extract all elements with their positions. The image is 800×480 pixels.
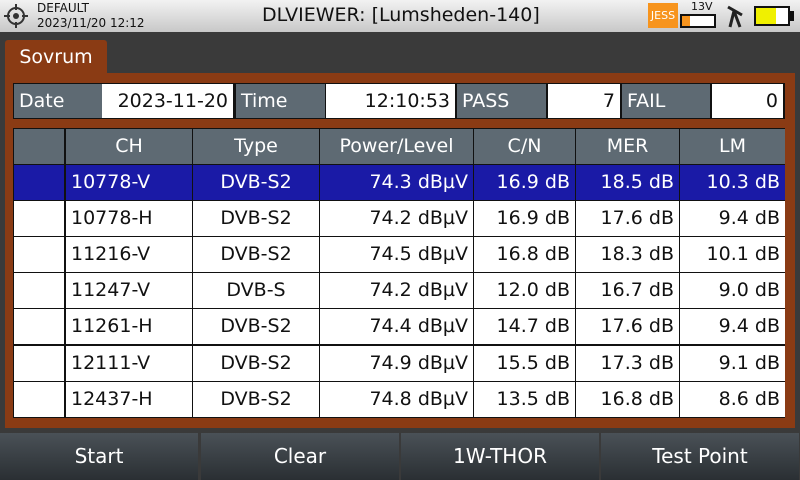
table-cell[interactable]: 11261-H bbox=[66, 309, 192, 345]
table: CH Type Power/Level C/N MER LM 10778-V DVB-S2 74… bbox=[13, 128, 785, 418]
table-cell[interactable]: 10778-H bbox=[66, 201, 192, 237]
info-label: FAIL bbox=[622, 84, 710, 118]
table-cell[interactable]: 9.4 dB bbox=[680, 309, 785, 345]
table-cell[interactable]: 17.6 dB bbox=[576, 201, 679, 237]
column-header: Power/Level bbox=[320, 129, 473, 164]
tab[interactable]: Sovrum bbox=[5, 40, 107, 74]
status-bar: DEFAULT 2023/11/20 12:12 DLVIEWER: [Lums… bbox=[0, 0, 800, 32]
title: DLVIEWER: [Lumsheden-140] bbox=[262, 4, 540, 26]
table-cell[interactable]: 8.6 dB bbox=[680, 381, 785, 417]
row-marker[interactable] bbox=[14, 201, 64, 237]
row-marker[interactable] bbox=[14, 345, 64, 381]
gps-icon bbox=[4, 4, 28, 28]
profile: DEFAULT bbox=[37, 1, 89, 15]
table-cell[interactable]: 74.2 dBµV bbox=[320, 273, 473, 309]
battery bbox=[754, 6, 790, 26]
row-marker[interactable] bbox=[14, 165, 64, 201]
table-cell[interactable]: DVB-S2 bbox=[193, 345, 319, 381]
row-marker[interactable] bbox=[14, 273, 64, 309]
table-cell[interactable]: 14.7 dB bbox=[474, 309, 575, 345]
table-cell[interactable]: DVB-S2 bbox=[193, 381, 319, 417]
info-value: 0 bbox=[712, 84, 783, 118]
info-value: 7 bbox=[548, 84, 620, 118]
row-marker[interactable] bbox=[14, 309, 64, 345]
table-cell[interactable]: 12437-H bbox=[66, 381, 192, 417]
table-cell[interactable]: DVB-S2 bbox=[193, 165, 319, 201]
button[interactable]: Start bbox=[0, 433, 198, 480]
table-cell[interactable]: DVB-S2 bbox=[193, 201, 319, 237]
column-header: LM bbox=[680, 129, 785, 164]
table-cell[interactable]: 9.0 dB bbox=[680, 273, 785, 309]
table-cell[interactable]: 11216-V bbox=[66, 237, 192, 273]
row-marker[interactable] bbox=[14, 381, 64, 417]
table-cell[interactable]: DVB-S2 bbox=[193, 237, 319, 273]
row-marker[interactable] bbox=[14, 237, 64, 273]
info-label: Time bbox=[236, 84, 325, 118]
info-value: 2023-11-20 bbox=[102, 84, 233, 118]
table-cell[interactable]: 74.9 dBµV bbox=[320, 345, 473, 381]
badge: JESS bbox=[648, 3, 678, 28]
table-cell[interactable]: 11247-V bbox=[66, 273, 192, 309]
table-cell[interactable]: 9.4 dB bbox=[680, 201, 785, 237]
table-cell[interactable]: 18.3 dB bbox=[576, 237, 679, 273]
info-value: 12:10:53 bbox=[326, 84, 455, 118]
column-header: CH bbox=[66, 129, 192, 164]
info-label: Date bbox=[14, 84, 102, 118]
table-cell[interactable]: 74.8 dBµV bbox=[320, 381, 473, 417]
table-cell[interactable]: 10778-V bbox=[66, 165, 192, 201]
battery-tip bbox=[790, 11, 794, 21]
table-cell[interactable]: 16.9 dB bbox=[474, 165, 575, 201]
column-header: MER bbox=[576, 129, 679, 164]
table-cell[interactable]: 17.6 dB bbox=[576, 309, 679, 345]
table-cell[interactable]: 74.5 dBµV bbox=[320, 237, 473, 273]
button[interactable]: Clear bbox=[201, 433, 399, 480]
table-cell[interactable]: 16.8 dB bbox=[474, 237, 575, 273]
table-cell[interactable]: 9.1 dB bbox=[680, 345, 785, 381]
table-cell[interactable]: 15.5 dB bbox=[474, 345, 575, 381]
column-header: Type bbox=[193, 129, 319, 164]
datetime: 2023/11/20 12:12 bbox=[37, 16, 145, 30]
info-label: PASS bbox=[457, 84, 546, 118]
table-cell[interactable]: DVB-S2 bbox=[193, 309, 319, 345]
table-cell[interactable]: 16.7 dB bbox=[576, 273, 679, 309]
voltage: 13V bbox=[691, 0, 713, 13]
table-cell[interactable]: 16.8 dB bbox=[576, 381, 679, 417]
column-header: C/N bbox=[474, 129, 575, 164]
table-cell[interactable]: 18.5 dB bbox=[576, 165, 679, 201]
table-cell[interactable]: 12.0 dB bbox=[474, 273, 575, 309]
header-cell bbox=[14, 129, 64, 164]
table-cell[interactable]: 74.4 dBµV bbox=[320, 309, 473, 345]
table-cell[interactable]: 10.3 dB bbox=[680, 165, 785, 201]
table-cell[interactable]: DVB-S bbox=[193, 273, 319, 309]
table-cell[interactable]: 12111-V bbox=[66, 345, 192, 381]
button[interactable]: Test Point bbox=[601, 433, 799, 480]
table-cell[interactable]: 10.1 dB bbox=[680, 237, 785, 273]
table-cell[interactable]: 13.5 dB bbox=[474, 381, 575, 417]
table-cell[interactable]: 74.2 dBµV bbox=[320, 201, 473, 237]
table-cell[interactable]: 17.3 dB bbox=[576, 345, 679, 381]
voltage-bar bbox=[680, 14, 716, 28]
button[interactable]: 1W-THOR bbox=[401, 433, 599, 480]
antenna-icon bbox=[727, 5, 743, 28]
table-cell[interactable]: 74.3 dBµV bbox=[320, 165, 473, 201]
info-row: Date 2023-11-20 Time 12:10:53 PASS 7 FAIL 0 bbox=[13, 83, 785, 119]
table-cell[interactable]: 16.9 dB bbox=[474, 201, 575, 237]
